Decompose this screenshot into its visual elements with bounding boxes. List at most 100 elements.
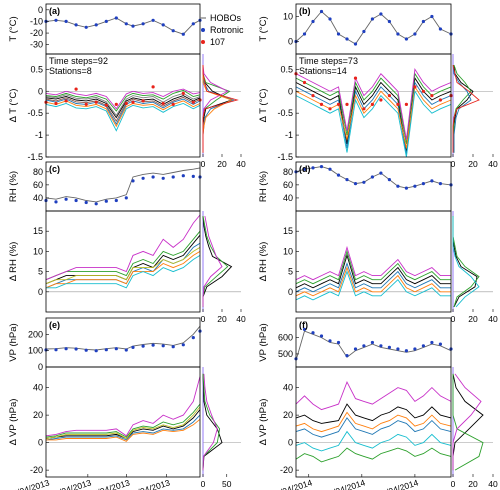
y-tick-label: 0 bbox=[288, 287, 293, 297]
data-point bbox=[191, 336, 195, 340]
series-line-7 bbox=[45, 92, 201, 117]
data-point bbox=[74, 347, 78, 351]
hist-x-tick-label: 50 bbox=[222, 479, 232, 489]
data-point bbox=[151, 343, 155, 347]
y-tick-label: 0 bbox=[38, 438, 43, 448]
data-point bbox=[396, 102, 400, 106]
data-point bbox=[161, 101, 165, 106]
data-point bbox=[328, 107, 332, 111]
data-point bbox=[114, 16, 118, 20]
series-line-2 bbox=[295, 262, 451, 293]
series-line-0 bbox=[45, 234, 201, 285]
data-point bbox=[181, 32, 185, 36]
series-line-3 bbox=[295, 68, 452, 140]
x-tick-label: 08/04/2013 bbox=[128, 477, 172, 490]
y-tick-label: 5 bbox=[38, 267, 43, 277]
data-point bbox=[64, 99, 68, 103]
y-tick-label: 40 bbox=[33, 193, 43, 203]
data-point bbox=[396, 347, 400, 351]
plot-frame bbox=[45, 161, 201, 212]
data-point bbox=[124, 196, 128, 200]
data-point bbox=[94, 23, 98, 27]
series-line-1 bbox=[45, 403, 201, 438]
y-tick-label: 0 bbox=[288, 37, 293, 47]
y-tick-label: 100 bbox=[28, 346, 43, 356]
data-point bbox=[114, 198, 118, 203]
data-point bbox=[94, 100, 98, 104]
histogram-e2: 0 50 bbox=[201, 367, 241, 489]
series-line-0 bbox=[295, 330, 452, 361]
series-line-1 bbox=[295, 72, 452, 144]
y-tick-label: -1 bbox=[35, 130, 43, 140]
series-line-5 bbox=[45, 406, 201, 440]
hist-x-tick-label: 40 bbox=[236, 159, 246, 169]
annotation-text: Stations=14 bbox=[299, 66, 347, 76]
data-point bbox=[328, 17, 332, 21]
panel-label: (a) bbox=[49, 6, 60, 16]
series-line-0 bbox=[45, 325, 201, 351]
data-point bbox=[370, 102, 374, 106]
y-tick-label: -10 bbox=[30, 16, 43, 26]
data-point bbox=[124, 348, 128, 352]
annotation-text: Time steps=73 bbox=[299, 56, 358, 66]
data-point bbox=[141, 344, 145, 348]
data-point bbox=[171, 102, 175, 106]
plot-frame bbox=[295, 53, 452, 158]
y-tick-label: 40 bbox=[283, 383, 293, 393]
histogram-line-2 bbox=[452, 216, 480, 308]
data-point bbox=[161, 176, 165, 180]
data-point bbox=[54, 18, 58, 22]
series-line-3 bbox=[295, 381, 452, 411]
panel-d: 80 60 40 RH (%) (d) bbox=[258, 161, 453, 212]
data-point bbox=[124, 101, 128, 106]
data-point bbox=[311, 94, 315, 98]
data-point bbox=[421, 19, 425, 24]
hist-x-tick-label: 20 bbox=[217, 314, 227, 324]
data-point bbox=[131, 345, 135, 349]
data-point bbox=[302, 327, 307, 331]
data-point bbox=[430, 340, 434, 345]
legend-swatch-107 bbox=[201, 40, 205, 44]
data-point bbox=[353, 42, 358, 46]
y-axis-label: VP (hPa) bbox=[258, 323, 269, 361]
data-point bbox=[74, 198, 78, 203]
data-point bbox=[319, 102, 324, 106]
panel-label: (f) bbox=[299, 320, 308, 330]
data-point bbox=[345, 37, 349, 41]
data-point bbox=[319, 165, 324, 169]
data-point bbox=[430, 14, 434, 19]
panel-a2: 0.5 0 -0.5 -1 -1.5 Δ T (°C) Time steps=92Stati… bbox=[8, 53, 246, 169]
data-point bbox=[345, 102, 349, 106]
y-axis-label: VP (hPa) bbox=[8, 323, 19, 361]
panel-d2: 15 10 5 0 Δ RH (%) 0 20 40 bbox=[258, 210, 498, 324]
data-point bbox=[124, 22, 128, 26]
data-point bbox=[387, 19, 391, 24]
y-axis-label: Δ VP (hPa) bbox=[258, 399, 269, 446]
x-tick-label: 07/04/2013 bbox=[87, 477, 131, 490]
panel-label: (c) bbox=[49, 164, 60, 174]
plot-frame bbox=[45, 3, 201, 55]
series-line-4 bbox=[45, 88, 201, 110]
panels-layer: 0-10-20-30T (°C)(a)0.50-0.5-1-1.5Δ T (°C… bbox=[7, 3, 498, 490]
series-line-0 bbox=[45, 95, 201, 119]
y-tick-label: 0 bbox=[38, 362, 43, 372]
y-tick-label: 0 bbox=[38, 287, 43, 297]
panel-label: (d) bbox=[299, 164, 311, 174]
y-tick-label: -0.5 bbox=[277, 108, 293, 118]
data-point bbox=[430, 94, 434, 98]
data-point bbox=[302, 80, 307, 85]
x-tick-label: 05/04/2013 bbox=[7, 477, 51, 490]
plot-frame bbox=[295, 161, 452, 212]
data-point bbox=[328, 167, 332, 171]
data-point bbox=[94, 202, 98, 206]
histogram-line-2 bbox=[202, 216, 223, 307]
y-axis-label: Δ RH (%) bbox=[8, 242, 19, 282]
series-line-6 bbox=[45, 247, 201, 285]
histogram-a2: 0 20 40 bbox=[201, 54, 246, 169]
panel-e2: 40 20 0 -20 Δ VP (hPa) 0 50 bbox=[8, 366, 241, 489]
data-point bbox=[438, 27, 442, 31]
histogram-line-2 bbox=[452, 64, 472, 153]
series-line-3 bbox=[45, 100, 201, 128]
data-point bbox=[114, 102, 118, 106]
series-line-5 bbox=[295, 430, 452, 452]
